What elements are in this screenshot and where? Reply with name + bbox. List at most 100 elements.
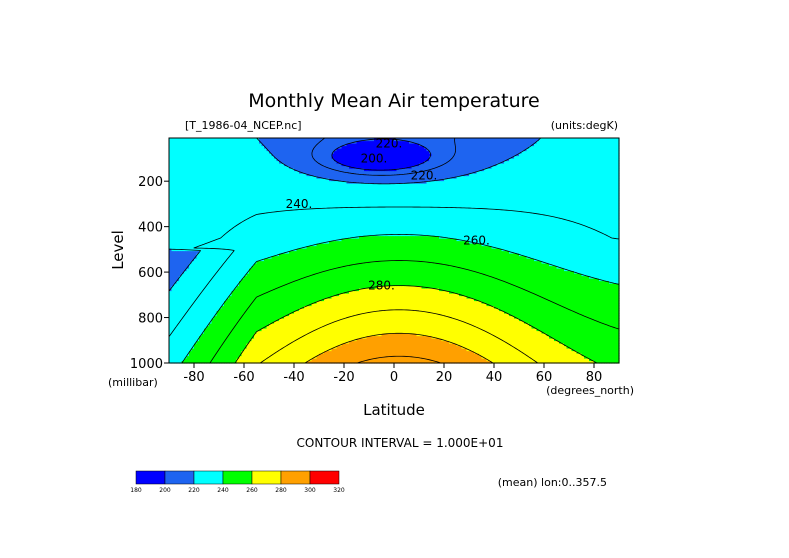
contour-fill-cell bbox=[304, 305, 308, 309]
contour-fill-cell bbox=[531, 340, 535, 344]
contour-fill-cell bbox=[456, 295, 460, 299]
contour-fill-cell bbox=[439, 298, 443, 302]
contour-fill-cell bbox=[386, 305, 390, 309]
contour-fill-cell bbox=[459, 333, 463, 337]
contour-fill-cell bbox=[189, 293, 193, 297]
contour-fill-cell bbox=[314, 308, 318, 312]
contour-fill-cell bbox=[399, 335, 403, 339]
contour-fill-cell bbox=[204, 348, 208, 352]
contour-fill-cell bbox=[494, 308, 498, 312]
contour-fill-cell bbox=[496, 360, 500, 364]
contour-fill-cell bbox=[284, 350, 288, 354]
contour-fill-cell bbox=[294, 315, 298, 319]
contour-fill-cell bbox=[236, 335, 240, 339]
contour-fill-cell bbox=[214, 338, 218, 342]
contour-fill-cell bbox=[571, 353, 575, 357]
contour-fill-cell bbox=[606, 315, 610, 319]
contour-fill-cell bbox=[574, 303, 578, 307]
contour-fill-cell bbox=[516, 325, 520, 329]
contour-fill-cell bbox=[404, 298, 408, 302]
contour-fill-cell bbox=[284, 315, 288, 319]
contour-fill-cell bbox=[239, 308, 243, 312]
contour-fill-cell bbox=[614, 343, 618, 347]
contour-fill-cell bbox=[549, 343, 553, 347]
contour-fill-cell bbox=[601, 298, 605, 302]
contour-fill-cell bbox=[369, 343, 373, 347]
contour-fill-cell bbox=[461, 333, 465, 337]
contour-fill-cell bbox=[321, 330, 325, 334]
contour-fill-cell bbox=[524, 358, 528, 362]
contour-fill-cell bbox=[284, 348, 288, 352]
contour-fill-cell bbox=[484, 315, 488, 319]
contour-fill-cell bbox=[364, 333, 368, 337]
contour-fill-cell bbox=[224, 340, 228, 344]
contour-fill-cell bbox=[216, 318, 220, 322]
contour-fill-cell bbox=[559, 318, 563, 322]
contour-fill-cell bbox=[524, 343, 528, 347]
contour-fill-cell bbox=[461, 300, 465, 304]
contour-fill-cell bbox=[399, 353, 403, 357]
contour-fill-cell bbox=[294, 360, 298, 364]
contour-fill-cell bbox=[444, 308, 448, 312]
contour-fill-cell bbox=[241, 295, 245, 299]
contour-fill-cell bbox=[284, 355, 288, 359]
contour-fill-cell bbox=[229, 310, 233, 314]
contour-fill-cell bbox=[304, 315, 308, 319]
contour-fill-cell bbox=[279, 310, 283, 314]
contour-fill-cell bbox=[334, 320, 338, 324]
contour-fill-cell bbox=[271, 345, 275, 349]
contour-fill-cell bbox=[569, 303, 573, 307]
contour-fill-cell bbox=[396, 293, 400, 297]
contour-fill-cell bbox=[534, 340, 538, 344]
contour-fill-cell bbox=[184, 318, 188, 322]
contour-fill-cell bbox=[216, 338, 220, 342]
contour-fill-cell bbox=[409, 310, 413, 314]
contour-fill-cell bbox=[346, 358, 350, 362]
contour-fill-cell bbox=[599, 325, 603, 329]
contour-fill-cell bbox=[326, 315, 330, 319]
contour-fill-cell bbox=[594, 348, 598, 352]
contour-fill-cell bbox=[171, 335, 175, 339]
contour-fill-cell bbox=[591, 305, 595, 309]
contour-fill-cell bbox=[251, 315, 255, 319]
contour-fill-cell bbox=[469, 300, 473, 304]
contour-fill-cell bbox=[539, 350, 543, 354]
contour-fill-cell bbox=[229, 340, 233, 344]
contour-fill-cell bbox=[586, 358, 590, 362]
contour-fill-cell bbox=[536, 320, 540, 324]
contour-fill-cell bbox=[549, 325, 553, 329]
contour-fill-cell bbox=[341, 353, 345, 357]
contour-fill-cell bbox=[171, 308, 175, 312]
contour-fill-cell bbox=[319, 343, 323, 347]
contour-fill-cell bbox=[521, 340, 525, 344]
contour-fill-cell bbox=[566, 348, 570, 352]
contour-fill-cell bbox=[416, 348, 420, 352]
contour-fill-cell bbox=[314, 350, 318, 354]
contour-fill-cell bbox=[616, 323, 620, 327]
contour-fill-cell bbox=[579, 323, 583, 327]
contour-fill-cell bbox=[356, 335, 360, 339]
contour-fill-cell bbox=[264, 343, 268, 347]
contour-fill-cell bbox=[219, 328, 223, 332]
contour-fill-cell bbox=[181, 293, 185, 297]
contour-fill-cell bbox=[196, 345, 200, 349]
contour-fill-cell bbox=[196, 340, 200, 344]
contour-fill-cell bbox=[399, 298, 403, 302]
contour-fill-cell bbox=[564, 318, 568, 322]
contour-fill-cell bbox=[579, 325, 583, 329]
contour-fill-cell bbox=[454, 338, 458, 342]
contour-fill-cell bbox=[251, 310, 255, 314]
contour-fill-cell bbox=[546, 335, 550, 339]
contour-fill-cell bbox=[444, 320, 448, 324]
contour-fill-cell bbox=[484, 293, 488, 297]
contour-fill-cell bbox=[436, 348, 440, 352]
contour-fill-cell bbox=[206, 360, 210, 364]
contour-fill-cell bbox=[454, 335, 458, 339]
contour-fill-cell bbox=[289, 348, 293, 352]
contour-fill-cell bbox=[274, 343, 278, 347]
contour-fill-cell bbox=[259, 295, 263, 299]
contour-fill-cell bbox=[424, 300, 428, 304]
contour-fill-cell bbox=[571, 345, 575, 349]
contour-fill-cell bbox=[534, 358, 538, 362]
contour-fill-cell bbox=[591, 328, 595, 332]
